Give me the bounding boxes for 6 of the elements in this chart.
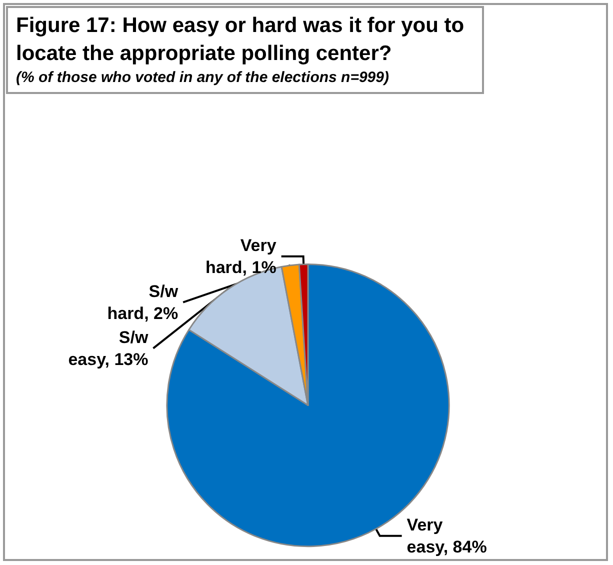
slice-label: S/w easy, 13% xyxy=(68,328,149,369)
chart-subtitle: (% of those who voted in any of the elections n=999) xyxy=(16,68,390,88)
slice-label: Very easy, 84% xyxy=(406,515,487,556)
slice-label: S/w hard, 2% xyxy=(107,282,179,323)
slice-label: Very hard, 1% xyxy=(205,236,277,277)
chart-title: Figure 17: How easy or hard was it for you to locate the appropriate polling center? xyxy=(16,13,466,67)
